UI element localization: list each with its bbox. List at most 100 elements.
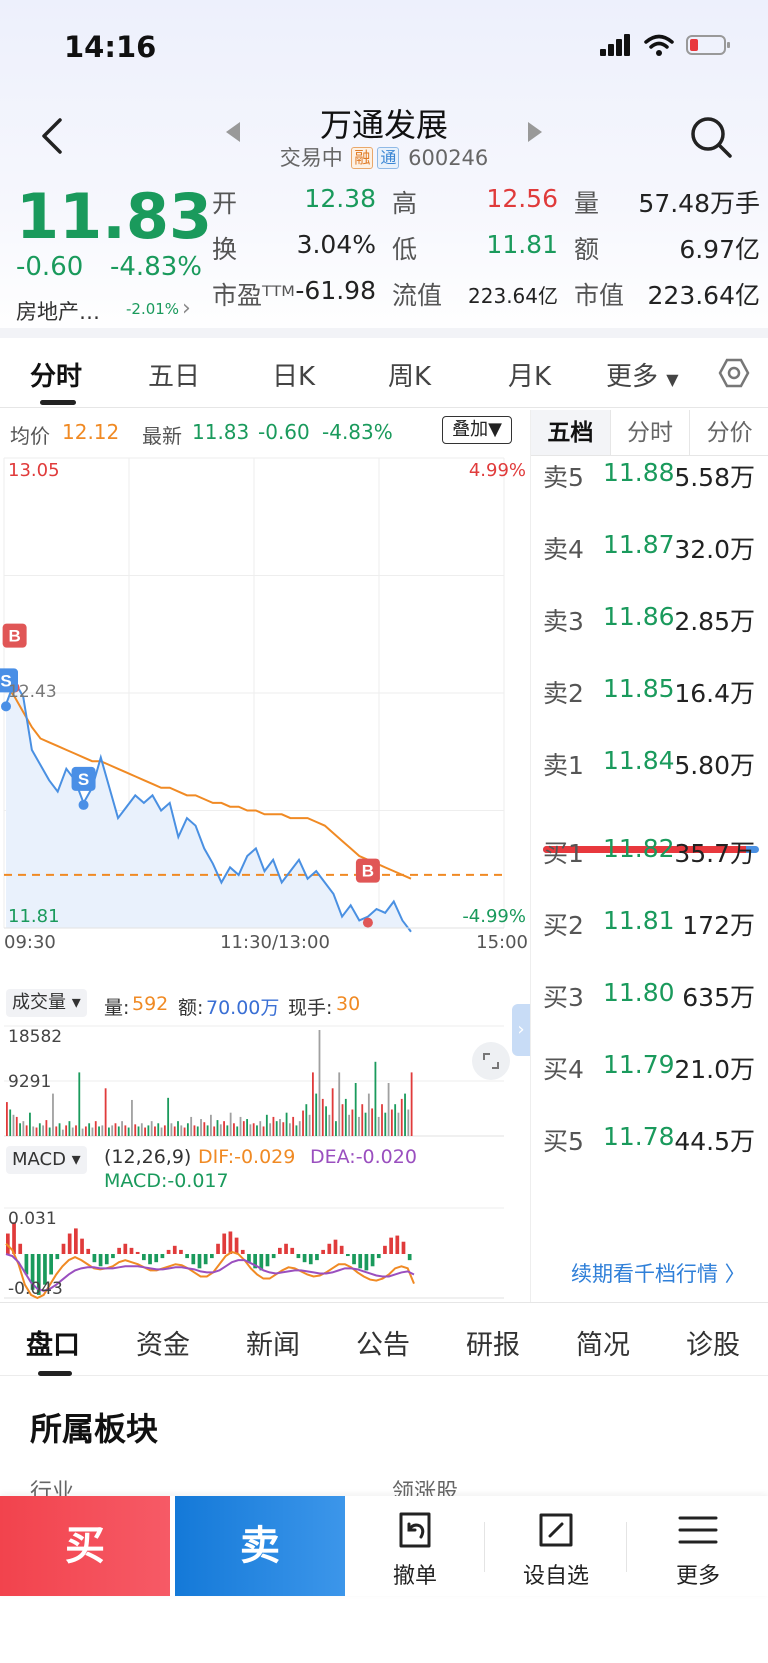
bid-row[interactable]: 买4 11.79 21.0万 [543,1050,755,1084]
quote-panel: 11.83 -0.60 -4.83% 房地产… -2.01% › 开 12.38 … [16,180,760,324]
buy-button[interactable]: 买 [0,1496,170,1596]
margin-tag: 融 [351,147,374,169]
search-icon[interactable] [688,114,734,160]
tab-more[interactable]: 更多 ▼ [606,362,679,392]
price-change-pct: -4.83% [110,252,202,282]
chevron-right-icon[interactable]: › [182,296,191,321]
macd-histogram-bar [296,1254,301,1259]
macd-histogram-bar [376,1254,381,1259]
volume-bar [42,1125,45,1136]
tab-price-distribution[interactable]: 分价 [689,410,768,455]
status-icons [600,34,732,56]
tab-monthly-k[interactable]: 月K [508,362,552,392]
section-divider [0,328,768,338]
volume-bar [285,1112,288,1136]
bid-row[interactable]: 买3 11.80 635万 [543,978,755,1012]
volume-bar [52,1093,54,1136]
macd-histogram-bar [12,1222,16,1254]
macd-histogram-bar [92,1254,97,1263]
tab-funds[interactable]: 资金 [136,1330,190,1361]
volume-bar [361,1104,364,1136]
tab-announcements[interactable]: 公告 [356,1330,410,1361]
volume-bar [331,1088,334,1136]
volume-bar [180,1125,183,1136]
signal-label: B [362,862,374,881]
y-bottom-label: 11.81 [8,906,60,927]
y-top-pct-label: 4.99% [469,460,526,481]
bid-row[interactable]: 买2 11.81 172万 [543,906,755,940]
volume-bar [226,1125,229,1136]
tab-five-day[interactable]: 五日 [148,362,201,392]
expand-chart-button[interactable] [472,1042,510,1080]
x-tick-label: 11:30/13:00 [220,932,330,953]
tab-news[interactable]: 新闻 [246,1330,300,1361]
macd-histogram-bar [234,1237,239,1254]
macd-histogram-bar [308,1254,313,1265]
bid-row[interactable]: 买1 11.82 35.7万 [543,834,755,868]
overlay-button[interactable]: 叠加▼ [442,416,512,444]
volume-bar [233,1123,235,1136]
chart-settings-icon[interactable] [718,358,750,388]
stock-header: 万通发展 交易中 融通 600246 [0,96,768,176]
side-panel-handle-icon[interactable]: › [512,1004,530,1056]
volume-bar [203,1122,206,1136]
ask-row[interactable]: 卖5 11.88 5.58万 [543,458,755,492]
add-watchlist-button[interactable]: 设自选 [486,1496,626,1596]
tab-handicap[interactable]: 盘口 [26,1330,80,1361]
vol-qty-value: 592 [132,993,169,1015]
sector-link[interactable]: 房地产… [16,300,100,324]
macd-histogram-bar [104,1254,109,1265]
macd-bottom-label: -0.043 [8,1279,63,1299]
battery-low-icon [686,35,730,55]
more-menu-button[interactable]: 更多 [628,1496,768,1596]
volume-bar [262,1126,265,1136]
x-tick-label: 15:00 [476,932,528,953]
ask-row[interactable]: 卖1 11.84 5.80万 [543,746,755,780]
ask-row[interactable]: 卖2 11.85 16.4万 [543,674,755,708]
buy-signal-marker [2,623,27,648]
ask-row[interactable]: 卖3 11.86 2.85万 [543,602,755,636]
menu-icon [678,1516,718,1544]
macd-histogram-bar [67,1233,72,1254]
info-tab-active-indicator [38,1371,72,1376]
bid-row[interactable]: 买5 11.78 44.5万 [543,1122,755,1156]
add-watchlist-label: 设自选 [522,1564,589,1589]
tab-profile[interactable]: 简况 [576,1330,630,1361]
tab-weekly-k[interactable]: 周K [388,362,432,392]
tab-intraday[interactable]: 分时 [30,362,83,392]
cancel-order-label: 撤单 [392,1564,437,1589]
cancel-order-button[interactable]: 撤单 [345,1496,485,1596]
macd-histogram-bar [148,1254,152,1265]
macd-histogram-bar [111,1254,115,1259]
tab-diagnosis[interactable]: 诊股 [686,1330,740,1361]
back-icon[interactable] [34,116,74,156]
volume-bar [223,1121,225,1136]
next-stock-arrow-icon[interactable] [528,122,542,142]
sell-button[interactable]: 卖 [175,1496,345,1596]
tab-daily-k[interactable]: 日K [272,362,316,392]
tab-five-levels[interactable]: 五档 [531,410,610,455]
volume-bar [160,1127,163,1136]
tab-research[interactable]: 研报 [466,1330,520,1361]
macd-histogram-bar [197,1254,202,1269]
level2-upgrade-link[interactable]: 续期看千档行情 〉 [571,1262,746,1286]
avg-price-label: 均价 [10,424,50,448]
macd-indicator-select[interactable]: MACD ▾ [6,1146,87,1174]
tab-ticks[interactable]: 分时 [609,410,690,455]
ask-row[interactable]: 卖4 11.87 32.0万 [543,530,755,564]
volume-bar [344,1098,347,1136]
price-chart[interactable]: B S S B 13.05 4.99% 12.43 11.81 -4.99% 09:30 11:30… [0,450,530,985]
macd-histogram-bar [98,1254,103,1267]
connect-tag: 通 [377,147,400,169]
macd-histogram-bar [315,1254,319,1261]
sell-signal-dot [78,799,89,810]
sell-signal-marker [0,668,18,693]
volume-indicator-select[interactable]: 成交量 ▾ [6,989,87,1017]
prev-stock-arrow-icon[interactable] [226,122,240,142]
sector-change: -2.01% [126,300,180,318]
header-background [0,0,768,340]
volume-bar [193,1125,196,1136]
signal-label: S [78,770,89,789]
macd-histogram-bar [185,1254,189,1259]
volume-bar [325,1106,327,1136]
